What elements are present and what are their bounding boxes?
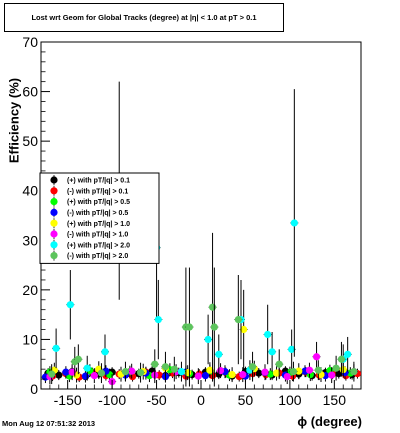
data-point [283,373,291,381]
data-point [97,369,106,377]
chart-title: Lost wrt Geom for Global Tracks (degree)… [4,3,284,32]
legend-marker [50,208,58,216]
data-point [62,368,70,376]
data-point [328,371,336,379]
data-point [210,323,218,331]
data-point [161,363,170,371]
datestamp: Mon Aug 12 07:51:32 2013 [2,419,96,428]
legend-label: (+) with pT/|q| > 2.0 [67,242,130,249]
y-axis-label: Efficiency (%) [6,77,22,164]
points-layer [41,81,361,389]
data-point [185,323,194,331]
x-tick-label: -50 [146,392,166,408]
y-tick-label: 50 [22,133,38,149]
series-7 [47,232,358,387]
data-point [288,345,296,353]
data-point [289,368,298,376]
data-point [170,365,178,373]
data-point [208,303,217,311]
data-point [290,219,298,227]
legend-label: (-) with pT/|q| > 2.0 [67,253,128,260]
data-point [66,301,74,309]
legend-marker [50,252,58,260]
series-5 [45,341,358,389]
data-point [121,368,130,376]
data-point [344,350,352,358]
data-point [48,370,56,378]
x-tick-label: 0 [197,392,205,408]
data-point [154,316,162,324]
legend-box [39,172,160,264]
x-tick-label: 50 [238,392,254,408]
legend-marker [50,187,58,195]
data-point [83,364,91,372]
data-point [206,366,214,374]
data-point [228,371,236,379]
data-point [216,367,225,375]
x-tick-label: 150 [323,392,347,408]
data-point [314,366,322,374]
data-point [74,355,82,363]
data-point [337,355,346,363]
axes-layer: 0 10 20 30 40 50 60 70 -150 -100 -50 0 50 100 150 [22,34,353,408]
data-point [234,316,242,324]
y-tick-label: 0 [30,381,38,397]
data-point [52,344,60,352]
legend-label: (-) with pT/|q| > 1.0 [67,232,128,239]
data-point [177,368,186,376]
data-point [275,360,283,368]
y-tick-label: 60 [22,84,38,100]
legend-label: (-) with pT/|q| > 0.1 [67,188,128,195]
data-point [55,371,63,379]
data-point [81,372,90,380]
data-point [194,372,202,380]
legend-label: (+) with pT/|q| > 1.0 [67,221,130,228]
data-point [332,364,340,372]
y-tick-label: 10 [22,331,38,347]
legend-marker [50,241,58,249]
data-point [151,360,159,368]
data-point [136,369,145,377]
y-tick-label: 40 [22,183,38,199]
data-point [272,369,281,377]
data-point [248,363,257,371]
data-point [204,335,212,344]
legend-label: (+) with pT/|q| > 0.1 [67,178,130,185]
x-axis-label: ϕ (degree) [297,414,362,429]
data-point [305,366,314,374]
legend-marker [50,198,58,206]
data-point [239,371,247,379]
data-point [261,368,269,376]
legend-label: (-) with pT/|q| > 0.5 [67,210,128,217]
y-tick-label: 30 [22,232,38,248]
legend-label: (+) with pT/|q| > 0.5 [67,199,130,206]
data-point [128,367,136,375]
legend-marker [50,176,58,184]
data-point [101,348,109,356]
data-point [90,372,98,380]
data-point [201,372,210,380]
data-point [295,367,303,375]
data-point [184,369,192,377]
y-tick-label: 20 [22,282,38,298]
data-point [264,330,272,339]
x-tick-label: 100 [278,392,302,408]
data-point [350,368,358,376]
data-point [215,350,223,358]
y-tick-label: 70 [22,34,38,50]
data-point [240,325,248,334]
data-point [312,353,321,361]
legend-marker [50,230,58,238]
data-point [268,348,276,356]
legend-marker [50,219,58,227]
data-point [68,368,76,376]
x-tick-label: -150 [54,392,82,408]
data-point [255,369,263,377]
legend: (+) with pT/|q| > 0.1 (-) with pT/|q| > 0… [39,172,160,264]
x-tick-label: -100 [98,392,126,408]
